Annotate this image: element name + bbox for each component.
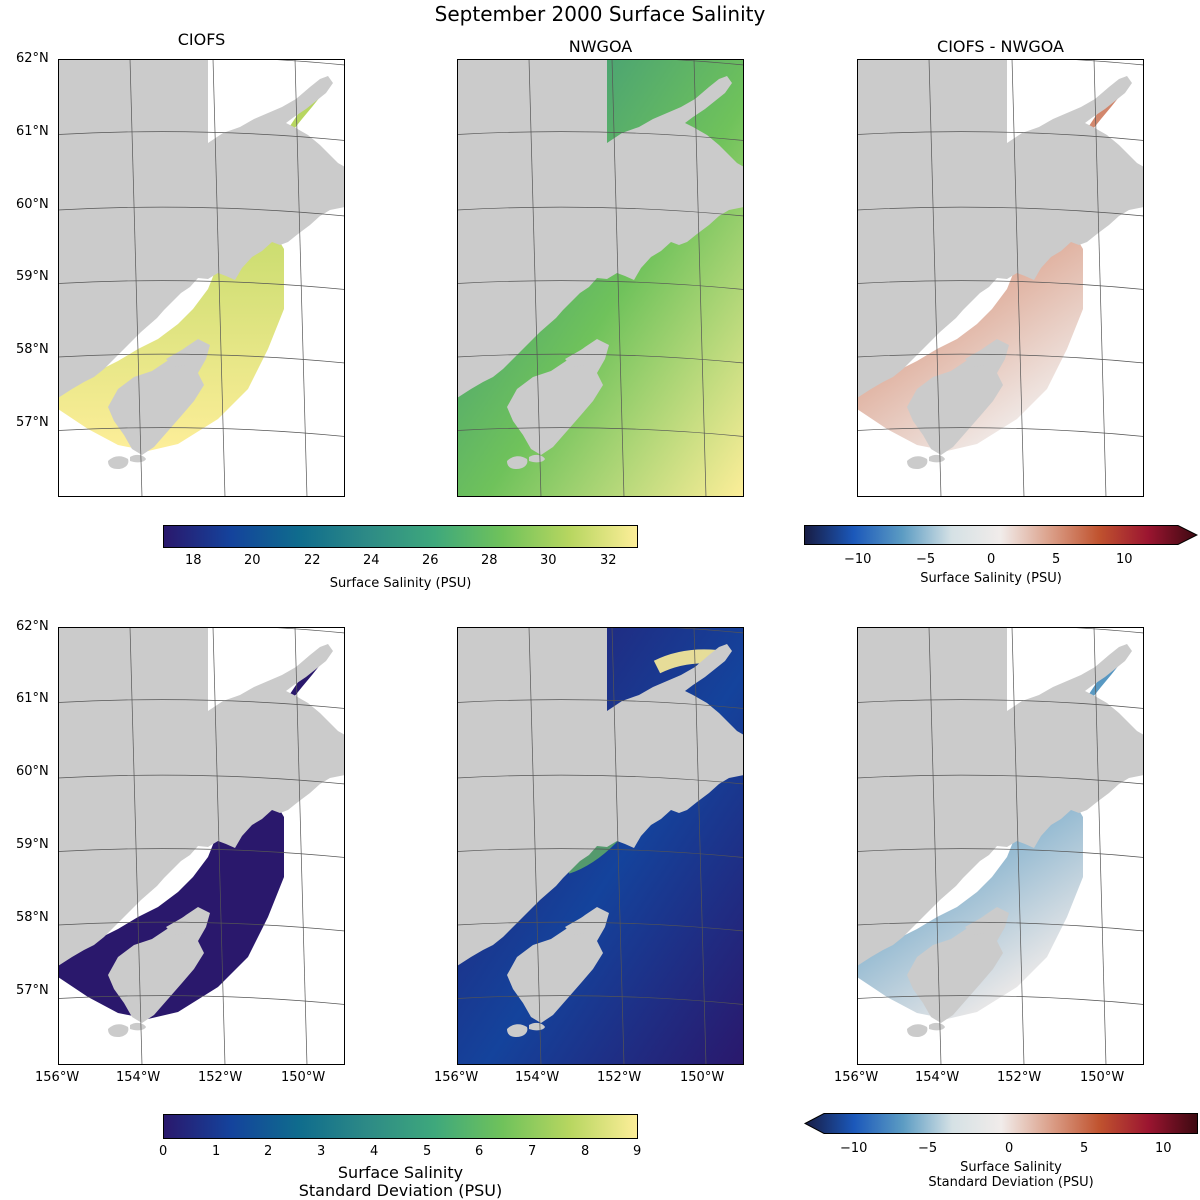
- column-title-difference: CIOFS - NWGOA: [937, 37, 1064, 56]
- lat-label: 59°N: [16, 837, 49, 852]
- colorbar-tick: −10: [840, 1141, 868, 1156]
- lon-label: 152°W: [597, 1070, 642, 1085]
- lat-label: 59°N: [16, 269, 49, 284]
- lon-label: 150°W: [1080, 1070, 1125, 1085]
- lon-label: 156°W: [35, 1070, 80, 1085]
- lon-label: 154°W: [515, 1070, 560, 1085]
- map-ciofs-std: [58, 627, 345, 1065]
- lon-label: 156°W: [434, 1070, 479, 1085]
- colorbar-std-diff: [804, 1113, 1198, 1134]
- lon-label: 154°W: [915, 1070, 960, 1085]
- colorbar-tick: 3: [317, 1144, 326, 1159]
- colorbar-mean-diff-label: Surface Salinity (PSU): [920, 571, 1062, 586]
- colorbar-std-label-line2: Standard Deviation (PSU): [298, 1181, 503, 1200]
- lon-label: 152°W: [997, 1070, 1042, 1085]
- map-nwgoa-std: [457, 627, 744, 1065]
- lat-label: 57°N: [16, 415, 49, 430]
- colorbar-mean-label: Surface Salinity (PSU): [329, 576, 472, 591]
- lat-label: 60°N: [16, 197, 49, 212]
- colorbar-tick: 6: [475, 1144, 484, 1159]
- colorbar-tick: 4: [370, 1144, 379, 1159]
- lon-label: 150°W: [680, 1070, 725, 1085]
- colorbar-mean-diff: [804, 525, 1198, 545]
- lat-label: 58°N: [16, 342, 49, 357]
- colorbar-mean: [163, 525, 638, 548]
- colorbar-tick: 32: [600, 553, 617, 568]
- colorbar-tick: 10: [1155, 1141, 1172, 1156]
- colorbar-std-diff-label-line1: Surface Salinity: [960, 1160, 1062, 1175]
- colorbar-std-diff-label: Surface Salinity Standard Deviation (PSU…: [824, 1160, 1198, 1190]
- colorbar-tick: 10: [1116, 552, 1133, 567]
- colorbar-std: [163, 1114, 638, 1139]
- colorbar-tick: −5: [918, 1141, 938, 1156]
- colorbar-tick: 9: [633, 1144, 642, 1159]
- colorbar-tick: 28: [481, 553, 498, 568]
- lon-label: 150°W: [281, 1070, 326, 1085]
- lon-label: 154°W: [116, 1070, 161, 1085]
- colorbar-tick: 24: [363, 553, 380, 568]
- lat-label: 57°N: [16, 983, 49, 998]
- colorbar-std-label: Surface Salinity Standard Deviation (PSU…: [163, 1164, 638, 1200]
- map-ciofs-mean: [58, 59, 345, 497]
- colorbar-std-label-line1: Surface Salinity: [337, 1163, 464, 1182]
- colorbar-tick: 5: [1052, 552, 1061, 567]
- colorbar-tick: 7: [528, 1144, 537, 1159]
- colorbar-tick: 8: [581, 1144, 590, 1159]
- colorbar-tick: 20: [244, 553, 261, 568]
- colorbar-tick: 0: [159, 1144, 168, 1159]
- colorbar-tick: 22: [304, 553, 321, 568]
- map-difference-mean: [857, 59, 1144, 497]
- colorbar-tick: 0: [987, 552, 996, 567]
- colorbar-tick: 30: [540, 553, 557, 568]
- column-title-nwgoa: NWGOA: [568, 37, 633, 56]
- lon-label: 156°W: [834, 1070, 879, 1085]
- lat-label: 60°N: [16, 764, 49, 779]
- colorbar-tick: 0: [1005, 1141, 1014, 1156]
- lat-label: 62°N: [16, 51, 49, 66]
- lon-label: 152°W: [198, 1070, 243, 1085]
- colorbar-std-diff-label-line2: Standard Deviation (PSU): [928, 1175, 1094, 1190]
- map-nwgoa-mean: [457, 59, 744, 497]
- lat-label: 58°N: [16, 910, 49, 925]
- lat-label: 61°N: [16, 691, 49, 706]
- colorbar-tick: 1: [212, 1144, 221, 1159]
- column-title-ciofs: CIOFS: [177, 30, 226, 49]
- figure-title: September 2000 Surface Salinity: [434, 2, 766, 26]
- colorbar-tick: −10: [844, 552, 872, 567]
- colorbar-tick: 5: [1080, 1141, 1089, 1156]
- colorbar-tick: 5: [423, 1144, 432, 1159]
- colorbar-tick: −5: [916, 552, 936, 567]
- colorbar-tick: 18: [185, 553, 202, 568]
- lat-label: 62°N: [16, 619, 49, 634]
- colorbar-tick: 2: [264, 1144, 273, 1159]
- map-difference-std: [857, 627, 1144, 1065]
- lat-label: 61°N: [16, 124, 49, 139]
- colorbar-tick: 26: [422, 553, 439, 568]
